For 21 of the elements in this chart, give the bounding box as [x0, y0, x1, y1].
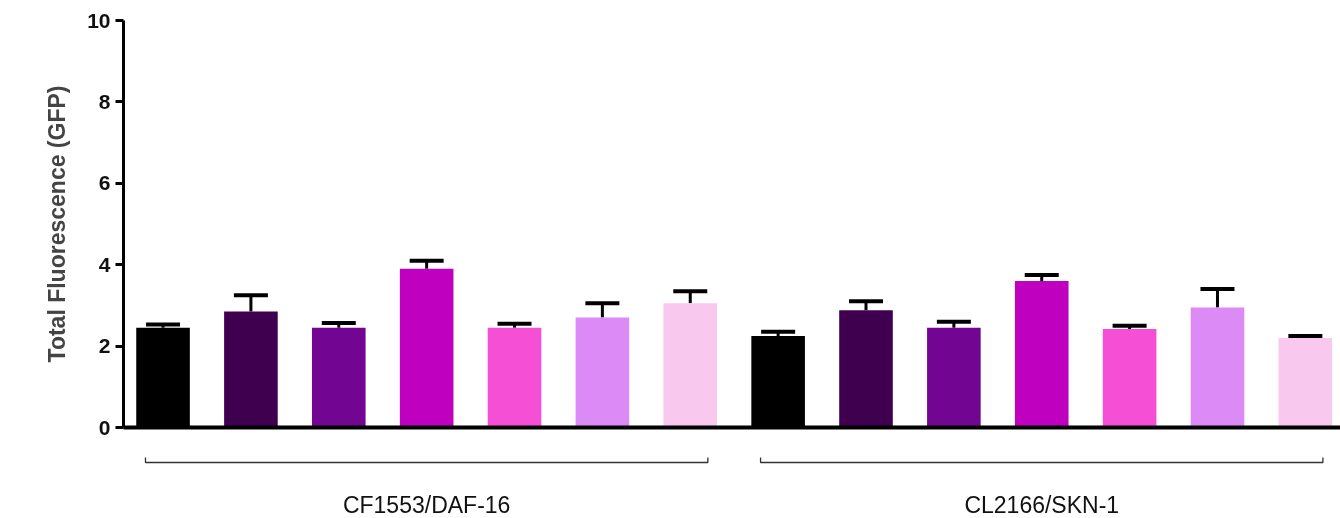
bar: [487, 327, 542, 428]
bar: [1102, 329, 1157, 428]
bar: [311, 327, 366, 428]
text: CF1553/DAF-16: [342, 491, 511, 518]
bar: [399, 268, 454, 428]
bar: [1014, 280, 1069, 428]
bar: [1278, 337, 1333, 428]
y-tick-label: 6: [98, 171, 111, 195]
y-axis-title: Total Fluorescence (GFP): [44, 85, 71, 363]
bar: [839, 310, 893, 428]
bar: [575, 317, 630, 428]
y-tick-label: 10: [87, 8, 111, 32]
text: CL2166/SKN-1: [964, 491, 1120, 518]
bar: [224, 311, 278, 428]
bar: [1190, 307, 1245, 428]
y-tick-label: 8: [98, 89, 111, 113]
bar: [927, 327, 981, 428]
y-tick-label: 0: [98, 415, 111, 439]
y-tick-label: 2: [98, 334, 111, 358]
bar: [663, 303, 718, 428]
y-tick-label: 4: [98, 252, 111, 276]
